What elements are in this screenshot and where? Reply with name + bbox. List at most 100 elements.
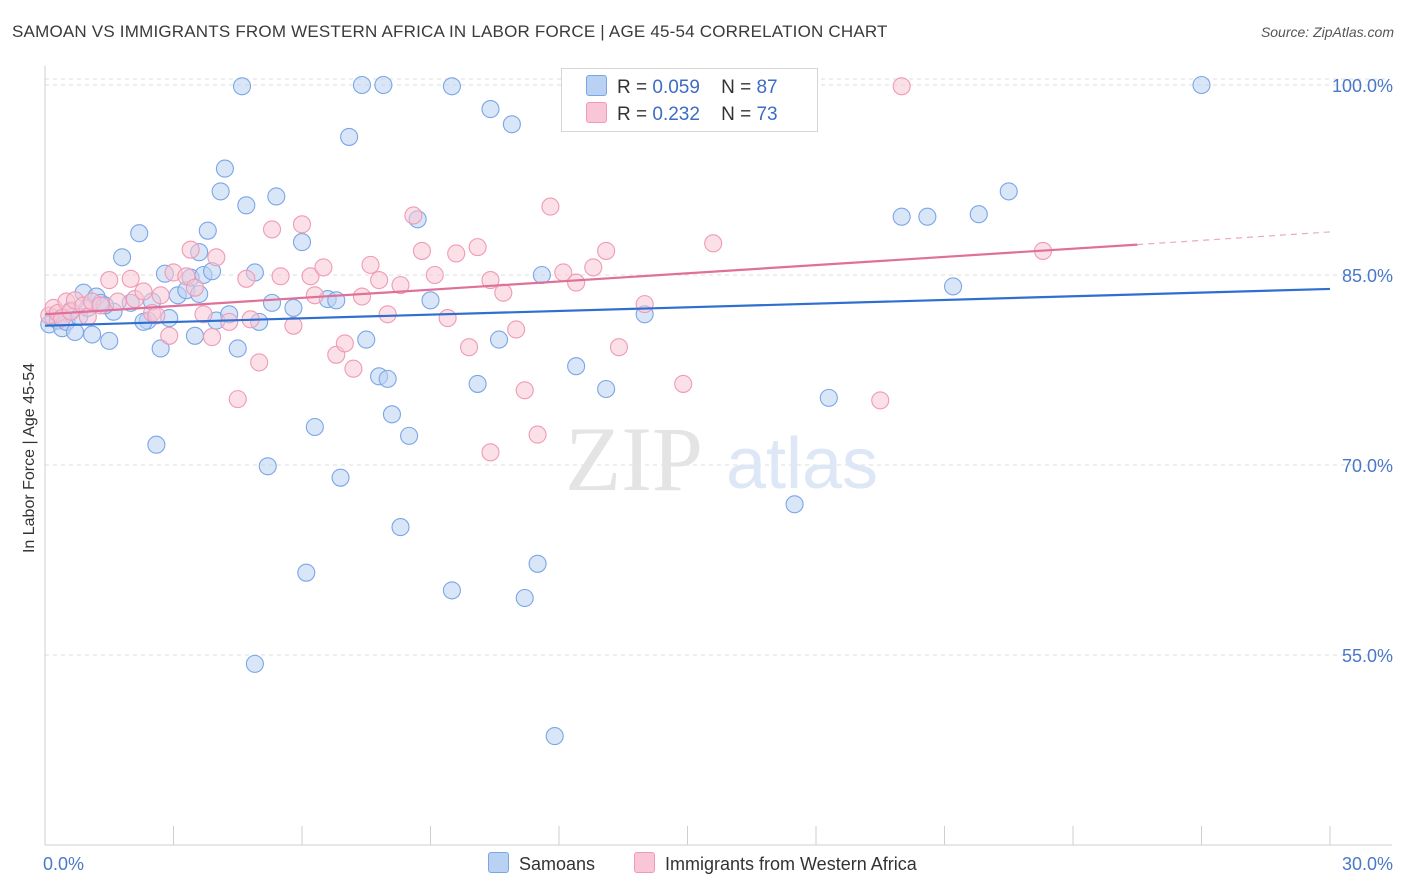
point-immigrants: [567, 273, 586, 292]
point-immigrants: [438, 309, 457, 328]
correlation-legend: R = 0.059 N = 87 R = 0.232 N = 73: [561, 68, 818, 132]
bottom-swatch-immigrants: [634, 852, 655, 873]
legend-r-samoans: 0.059: [652, 77, 700, 98]
point-samoans: [442, 581, 461, 600]
point-immigrants: [404, 206, 423, 225]
point-immigrants: [391, 276, 410, 295]
point-immigrants: [185, 278, 204, 297]
point-immigrants: [481, 271, 500, 290]
point-immigrants: [481, 443, 500, 462]
point-samoans: [819, 388, 838, 407]
point-samoans: [100, 331, 119, 350]
legend-row-immigrants: R = 0.232 N = 73: [586, 102, 778, 126]
point-immigrants: [515, 381, 534, 400]
point-immigrants: [108, 292, 127, 311]
point-immigrants: [361, 255, 380, 274]
legend-swatch-samoans: [586, 75, 607, 96]
point-samoans: [374, 75, 393, 95]
point-samoans: [258, 457, 277, 476]
point-samoans: [892, 207, 911, 226]
point-immigrants: [121, 269, 140, 288]
point-immigrants: [609, 338, 629, 357]
point-samoans: [211, 182, 230, 201]
source-credit: Source: ZipAtlas.com: [1260, 24, 1394, 40]
point-samoans: [400, 426, 419, 445]
point-samoans: [83, 325, 102, 344]
trend-lines: [44, 231, 1331, 327]
bottom-legend-immigrants: Immigrants from Western Africa: [634, 852, 917, 875]
point-immigrants: [292, 215, 312, 234]
point-immigrants: [160, 326, 179, 345]
point-immigrants: [528, 425, 547, 444]
point-samoans: [215, 159, 234, 178]
point-samoans: [340, 127, 359, 146]
point-immigrants: [459, 338, 479, 357]
point-immigrants: [635, 295, 654, 314]
point-samoans: [785, 495, 804, 514]
watermark-zip: ZIP: [565, 408, 703, 510]
point-immigrants: [301, 267, 320, 286]
point-samoans: [147, 435, 166, 454]
point-immigrants: [271, 267, 290, 286]
gridlines: [45, 78, 1390, 656]
bottom-legend-samoans: Samoans: [488, 852, 595, 875]
point-samoans: [305, 417, 324, 437]
point-samoans: [245, 654, 264, 673]
point-immigrants: [674, 374, 693, 393]
point-samoans: [502, 115, 521, 134]
point-samoans: [468, 374, 487, 393]
trend-line-immigrants-extension: [1137, 231, 1331, 246]
point-immigrants: [284, 316, 303, 335]
point-samoans: [532, 265, 551, 285]
point-immigrants: [181, 240, 200, 259]
point-immigrants: [335, 334, 354, 353]
point-samoans: [130, 224, 149, 243]
point-immigrants: [541, 197, 560, 216]
y-tick-label: 70.0%: [1342, 456, 1393, 476]
point-immigrants: [468, 238, 487, 257]
legend-r-immigrants: 0.232: [652, 104, 700, 125]
point-immigrants: [134, 282, 153, 301]
watermark-atlas: atlas: [726, 424, 878, 504]
point-immigrants: [228, 390, 247, 409]
point-samoans: [442, 77, 461, 96]
point-samoans: [969, 205, 988, 224]
point-samoans: [1192, 75, 1211, 95]
watermark: ZIP atlas: [565, 408, 878, 510]
tick-labels: 100.0% 85.0% 70.0% 55.0% 0.0% 30.0%: [43, 76, 1393, 874]
legend-n-samoans: 87: [756, 77, 778, 98]
point-immigrants: [597, 241, 616, 260]
point-samoans: [481, 100, 500, 119]
point-immigrants: [344, 359, 363, 378]
point-immigrants: [871, 391, 890, 410]
point-immigrants: [892, 77, 911, 96]
point-samoans: [198, 221, 217, 240]
point-immigrants: [425, 265, 444, 285]
point-immigrants: [314, 258, 333, 277]
point-samoans: [292, 233, 312, 252]
point-samoans: [232, 77, 252, 96]
point-immigrants: [237, 269, 256, 288]
point-samoans: [297, 563, 316, 582]
axes: [44, 66, 1392, 846]
point-immigrants: [584, 258, 603, 277]
point-immigrants: [352, 287, 372, 306]
point-immigrants: [378, 305, 397, 324]
point-immigrants: [203, 328, 222, 347]
point-samoans: [545, 727, 564, 746]
point-samoans: [284, 298, 303, 317]
point-samoans: [267, 187, 286, 206]
point-immigrants: [250, 353, 269, 372]
point-samoans: [378, 369, 397, 388]
point-samoans: [382, 405, 402, 424]
point-samoans: [421, 291, 440, 310]
point-samoans: [597, 379, 616, 399]
trend-line-immigrants: [44, 243, 1138, 316]
point-samoans: [185, 326, 204, 345]
point-samoans: [262, 293, 282, 312]
point-immigrants: [151, 286, 170, 305]
bottom-swatch-samoans: [488, 852, 509, 873]
point-immigrants: [220, 312, 239, 331]
trend-line-samoans: [44, 287, 1331, 327]
